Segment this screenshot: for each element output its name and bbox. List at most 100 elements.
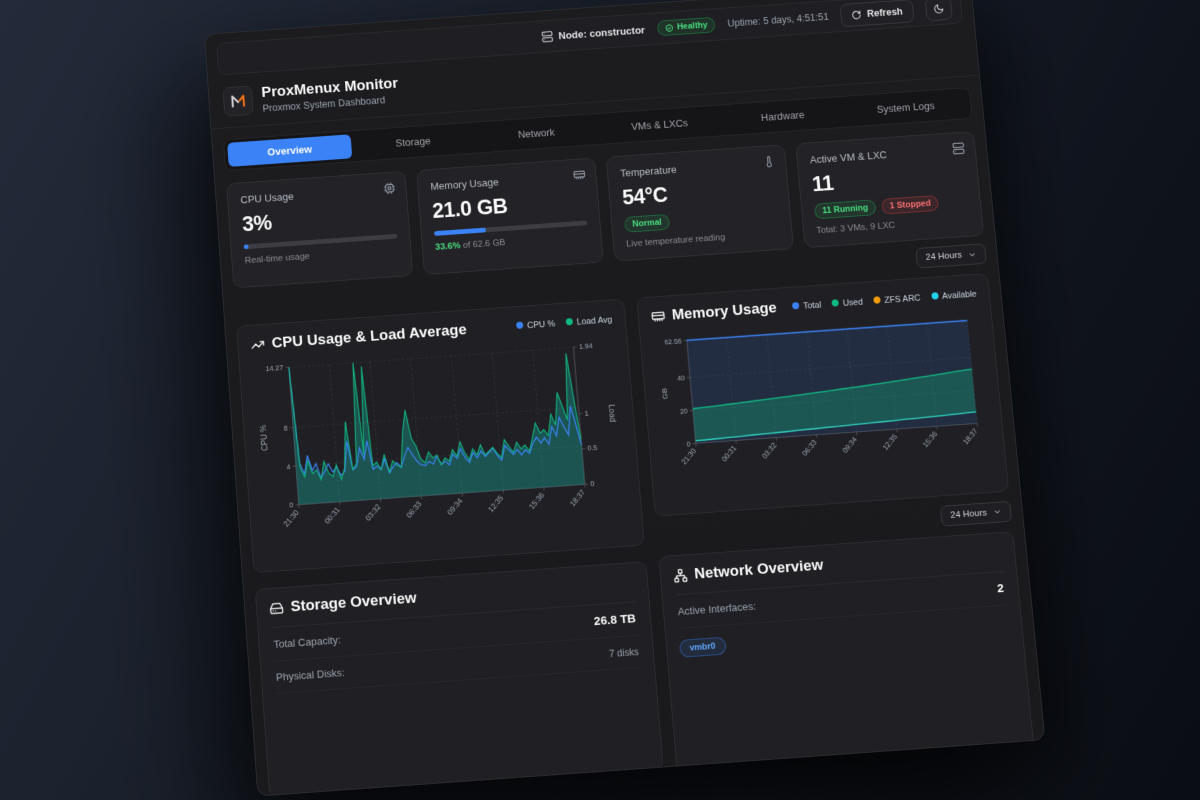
storage-title: Storage Overview (290, 589, 418, 616)
moon-icon (935, 4, 945, 14)
cpu-load-chart-card: CPU Usage & Load Average CPU % Load Avg 1… (236, 298, 645, 574)
temperature-status-badge: Normal (624, 213, 671, 233)
legend-item: Used (831, 298, 863, 310)
svg-text:15:36: 15:36 (527, 491, 546, 512)
svg-text:40: 40 (677, 375, 685, 383)
theme-toggle-button[interactable] (924, 0, 953, 22)
network-overview-card: Network Overview Active Interfaces: 2 vmb… (658, 531, 1037, 797)
refresh-icon (853, 10, 862, 19)
svg-text:00:31: 00:31 (720, 444, 738, 463)
svg-text:62.56: 62.56 (664, 338, 682, 346)
tab-vms-lxcs[interactable]: VMs & LXCs (597, 108, 722, 141)
memory-time-range-select[interactable]: 24 Hours (940, 500, 1013, 527)
cpu-usage-card: CPU Usage 3% Real-time usage (226, 170, 414, 289)
tab-network[interactable]: Network (474, 117, 599, 150)
memory-caption: 33.6% of 62.6 GB (434, 237, 506, 253)
uptime-label: Uptime: 5 days, 4:51:51 (727, 11, 830, 30)
svg-text:20: 20 (679, 408, 687, 416)
temperature-caption: Live temperature reading (625, 232, 726, 249)
tab-system-logs[interactable]: System Logs (843, 91, 968, 124)
svg-text:4: 4 (286, 464, 291, 471)
memory-value: 21.0 GB (431, 194, 509, 223)
memory-card-title: Memory Usage (430, 176, 499, 193)
memory-progress-fill (433, 227, 486, 236)
server-icon (541, 30, 553, 42)
memory-chart-svg: 62.56 40 20 021:30 00:31 03:32 06:33 09:34 12:35… (659, 307, 979, 466)
health-badge: Healthy (656, 16, 716, 37)
interface-badge: vmbr0 (678, 636, 727, 658)
svg-text:21:30: 21:30 (282, 508, 301, 529)
hard-drive-icon (269, 601, 284, 616)
legend-item: ZFS ARC (873, 293, 921, 306)
vm-count-value: 11 (811, 171, 835, 196)
network-title: Network Overview (693, 556, 824, 583)
legend-item: CPU % (515, 319, 555, 331)
svg-text:00:31: 00:31 (323, 505, 342, 526)
storage-overview-card: Storage Overview Total Capacity: 26.8 TB P… (254, 561, 664, 797)
svg-text:12:35: 12:35 (881, 433, 899, 452)
network-icon (673, 568, 688, 583)
svg-text:03:32: 03:32 (760, 441, 778, 460)
cpu-progress-fill (243, 244, 249, 250)
dashboard-window: Node: constructor Healthy Uptime: 5 days… (204, 0, 1046, 797)
logo-m-icon (230, 94, 245, 108)
svg-text:0: 0 (590, 481, 595, 488)
svg-text:0: 0 (686, 441, 691, 448)
svg-text:18:37: 18:37 (568, 488, 587, 509)
svg-text:03:32: 03:32 (363, 502, 382, 523)
vm-card-title: Active VM & LXC (809, 148, 888, 166)
memory-chart-card: Memory Usage Total Used ZFS ARC Available 6… (636, 272, 1010, 517)
memory-usage-card: Memory Usage 21.0 GB 33.6% of 62.6 GB (416, 157, 604, 275)
cpu-card-title: CPU Usage (240, 190, 294, 206)
active-vm-lxc-card: Active VM & LXC 11 11 Running 1 Stopped … (795, 130, 985, 249)
node-indicator: Node: constructor (541, 24, 645, 43)
svg-text:GB: GB (659, 388, 669, 400)
svg-text:0.5: 0.5 (587, 445, 598, 453)
memory-chart-title: Memory Usage (671, 299, 778, 324)
svg-text:0: 0 (289, 502, 294, 510)
svg-text:21:30: 21:30 (680, 447, 698, 466)
svg-text:09:34: 09:34 (841, 436, 859, 455)
chevron-down-icon (993, 508, 1002, 517)
svg-text:Load: Load (606, 404, 617, 422)
svg-text:CPU %: CPU % (259, 424, 270, 451)
node-label: Node: constructor (557, 23, 646, 42)
trending-up-icon (250, 337, 265, 352)
legend-item: Total (791, 300, 822, 311)
svg-text:09:34: 09:34 (445, 496, 464, 517)
cpu-icon (383, 182, 396, 195)
thermometer-icon (762, 155, 775, 168)
proxmenux-logo (222, 85, 254, 117)
svg-text:1.94: 1.94 (579, 343, 593, 351)
main-grid: CPU Usage & Load Average CPU % Load Avg 1… (236, 272, 1037, 797)
refresh-button[interactable]: Refresh (839, 0, 915, 28)
check-circle-icon (665, 24, 673, 32)
svg-text:12:35: 12:35 (486, 493, 505, 514)
vm-running-badge: 11 Running (813, 199, 877, 220)
chevron-down-icon (968, 250, 977, 259)
right-column: Memory Usage Total Used ZFS ARC Available 6… (636, 272, 1037, 797)
temperature-card: Temperature 54°C Normal Live temperature… (605, 144, 794, 262)
vm-stopped-badge: 1 Stopped (881, 195, 940, 215)
temperature-value: 54°C (621, 182, 669, 210)
cpu-caption: Real-time usage (244, 251, 310, 266)
svg-text:06:33: 06:33 (801, 438, 819, 457)
app-header: ProxMenux Monitor Proxmox System Dashboa… (207, 22, 980, 130)
temperature-card-title: Temperature (619, 163, 678, 180)
legend-item: Available (930, 289, 977, 302)
top-toolbar: Node: constructor Healthy Uptime: 5 days… (216, 0, 964, 76)
svg-text:14.27: 14.27 (265, 365, 283, 373)
tab-hardware[interactable]: Hardware (720, 100, 845, 133)
tab-storage[interactable]: Storage (350, 126, 475, 159)
legend-item: Load Avg (565, 315, 613, 328)
svg-text:15:36: 15:36 (921, 430, 939, 449)
vm-caption: Total: 3 VMs, 9 LXC (816, 220, 896, 236)
cpu-chart-legend: CPU % Load Avg (515, 315, 613, 331)
svg-text:8: 8 (283, 425, 288, 432)
svg-text:06:33: 06:33 (404, 499, 423, 520)
svg-text:18:37: 18:37 (961, 427, 979, 446)
tab-overview[interactable]: Overview (227, 134, 353, 167)
left-column: CPU Usage & Load Average CPU % Load Avg 1… (236, 298, 664, 797)
time-range-select[interactable]: 24 Hours (915, 243, 987, 269)
